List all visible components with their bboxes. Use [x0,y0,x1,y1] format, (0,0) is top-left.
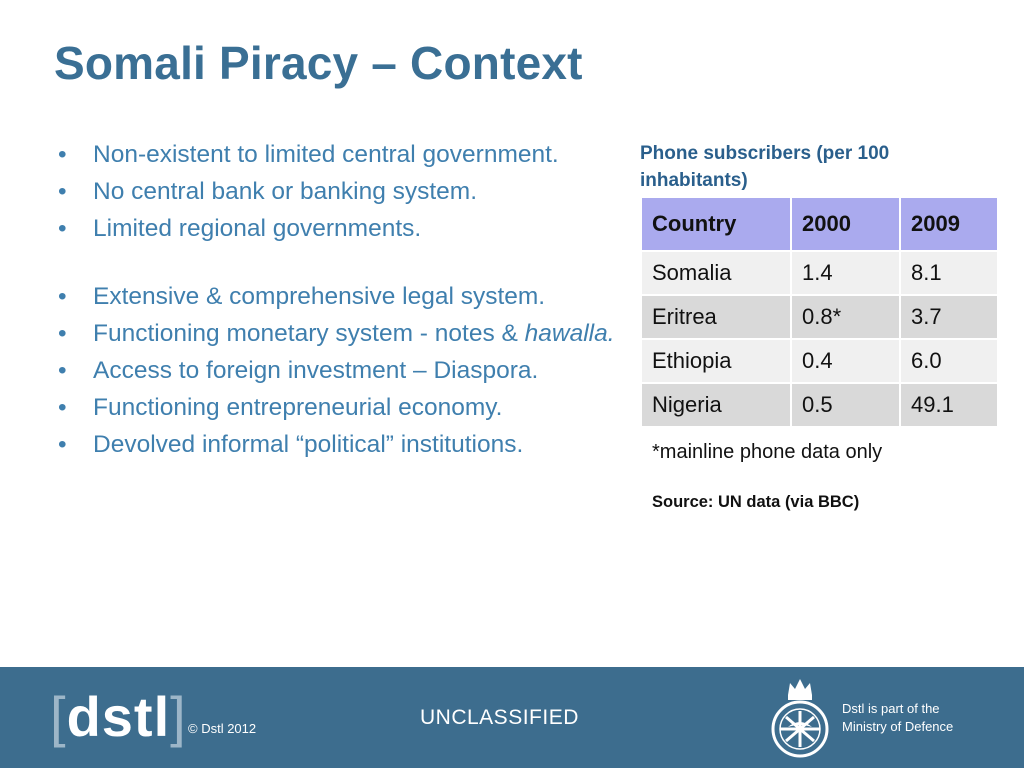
copyright-text: © Dstl 2012 [188,721,257,736]
slide-title: Somali Piracy – Context [54,37,583,89]
table-cell: 0.4 [791,338,901,383]
dstl-logo: [dstl] [50,685,187,748]
bullet-item: Devolved informal “political” institutio… [58,430,618,460]
classification-label: UNCLASSIFIED [420,706,579,729]
table-cell: 0.8* [791,294,901,339]
footer-bar: [dstl] © Dstl 2012 UNCLASSIFIED Dstl is … [0,667,1024,768]
table-cell: 1.4 [791,250,901,295]
bullet-item: Functioning entrepreneurial economy. [58,393,618,423]
bullet-item: Extensive & comprehensive legal system. [58,282,618,312]
bullet-item: Functioning monetary system - notes & ha… [58,319,618,349]
table-header-row: Country 2000 2009 [642,198,997,251]
bullet-text: Functioning monetary system - notes & [93,320,525,347]
table-header-cell: Country [642,198,792,251]
bullet-item: Access to foreign investment – Diaspora. [58,356,618,386]
table-cell: 3.7 [900,294,997,339]
mod-text: Dstl is part of the Ministry of Defence [842,700,1012,736]
table-cell: 0.5 [791,382,901,426]
table-cell: Ethiopia [642,338,792,383]
mod-line-1: Dstl is part of the [842,701,940,716]
bullet-list: Non-existent to limited central governme… [58,140,618,467]
table-cell: 8.1 [900,250,997,295]
table-cell: Nigeria [642,382,792,426]
table-header-cell: 2009 [900,198,997,251]
table-footnote: *mainline phone data only [652,441,883,463]
table-row: Eritrea 0.8* 3.7 [642,294,997,339]
table-title: Phone subscribers (per 100 inhabitants) [640,143,890,191]
mod-crest-icon [771,679,829,758]
table-row: Nigeria 0.5 49.1 [642,382,997,426]
bullet-italic-text: hawalla. [524,320,615,347]
mod-line-2: Ministry of Defence [842,719,954,734]
table-header-cell: 2000 [791,198,901,251]
bullet-item: Non-existent to limited central governme… [58,140,618,170]
table-cell: Eritrea [642,294,792,339]
table-cell: 6.0 [900,338,997,383]
phone-subscribers-table: Country 2000 2009 Somalia 1.4 8.1 Eritre… [642,198,997,426]
table-cell: Somalia [642,250,792,295]
bullet-item: Limited regional governments. [58,214,618,244]
bullet-item: No central bank or banking system. [58,177,618,207]
table-source: Source: UN data (via BBC) [652,493,860,511]
table-row: Somalia 1.4 8.1 [642,250,997,295]
table-cell: 49.1 [900,382,997,426]
table-row: Ethiopia 0.4 6.0 [642,338,997,383]
logo-text: dstl [66,685,171,748]
